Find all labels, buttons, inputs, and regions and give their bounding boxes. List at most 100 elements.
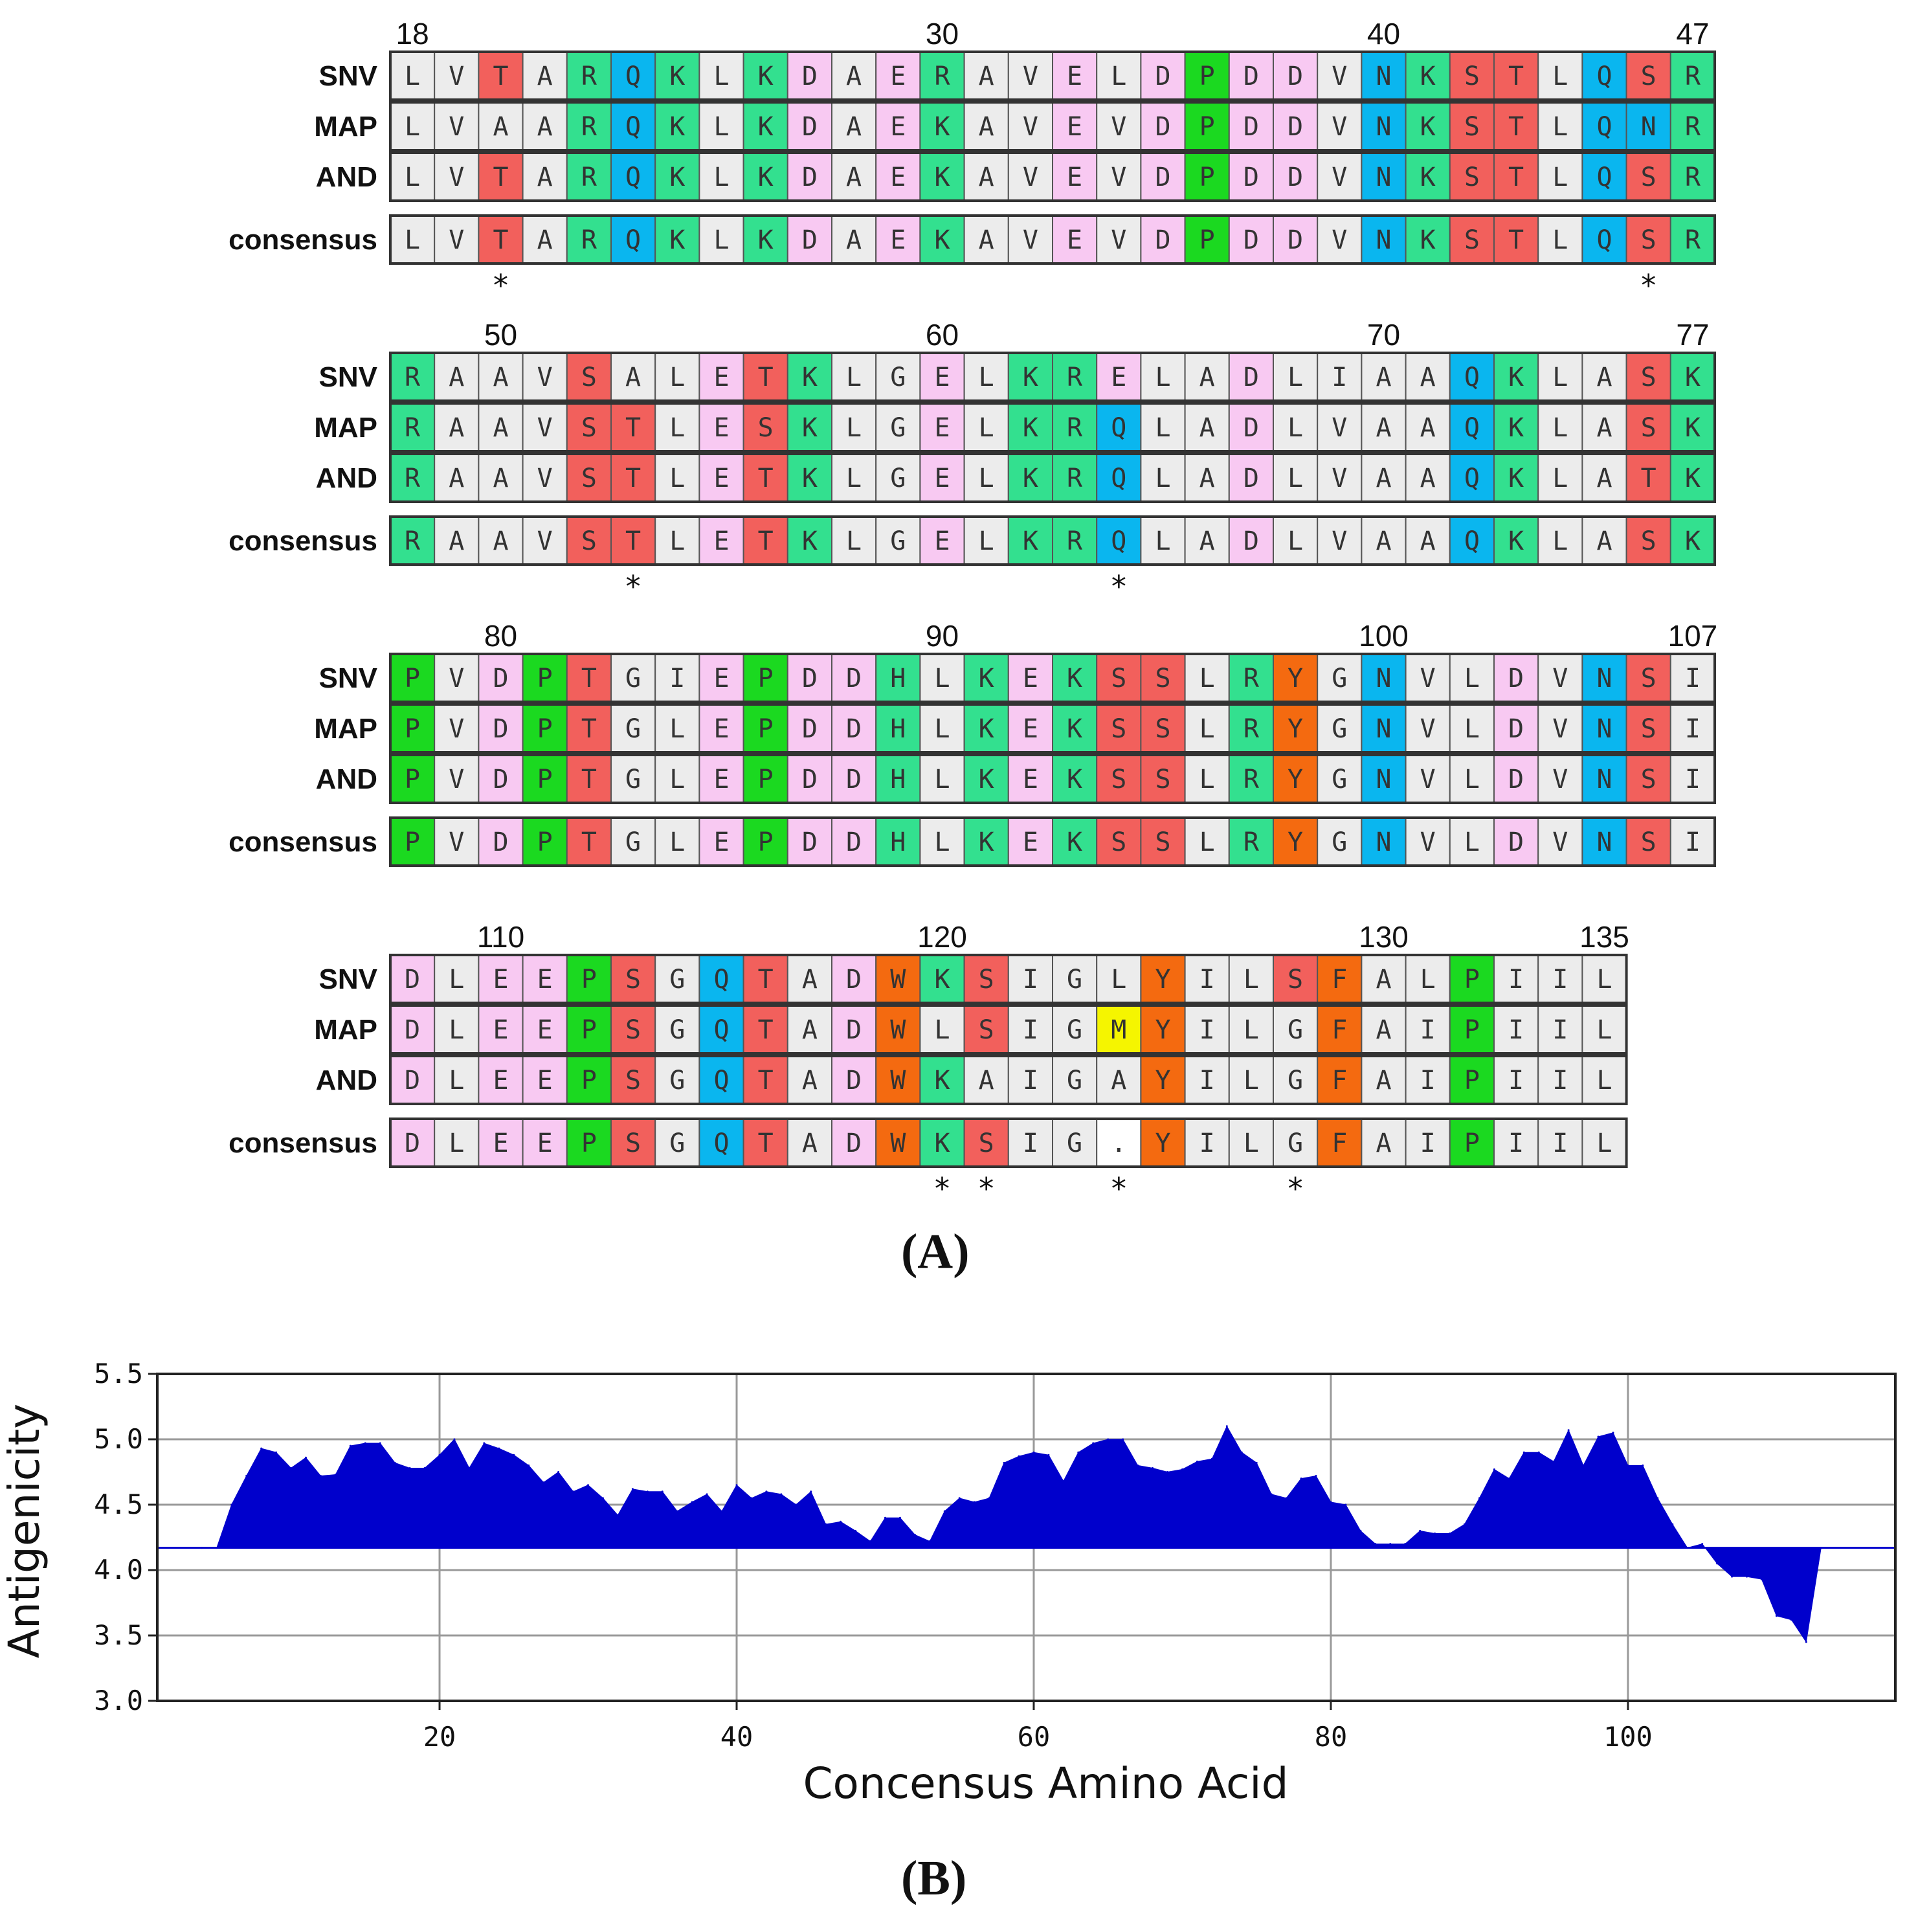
residue-letter: I bbox=[1685, 827, 1701, 857]
residue-cell bbox=[566, 215, 612, 264]
residue-cell bbox=[1228, 754, 1275, 803]
residue-cell bbox=[786, 817, 833, 866]
residue-cell bbox=[1581, 704, 1627, 753]
data-point bbox=[884, 1516, 886, 1519]
residue-cell bbox=[698, 704, 744, 753]
residue-letter: R bbox=[1685, 225, 1701, 255]
residue-letter: S bbox=[1641, 62, 1656, 91]
residue-letter: L bbox=[1199, 714, 1215, 744]
alignment-row-snv: SNV P V D P T G I E P D D H L K E K S S L R Y G N V L D V N S I bbox=[319, 653, 1716, 703]
residue-letter: A bbox=[537, 163, 553, 192]
residue-letter: P bbox=[537, 765, 553, 794]
residue-letter: V bbox=[537, 413, 553, 443]
row-label: MAP bbox=[314, 111, 377, 142]
difference-star: * bbox=[1110, 569, 1128, 604]
residue-letter: I bbox=[1420, 1015, 1436, 1045]
residue-letter: K bbox=[934, 112, 950, 142]
residue-letter: G bbox=[890, 363, 906, 392]
residue-letter: L bbox=[405, 62, 420, 91]
residue-cell bbox=[698, 51, 744, 100]
residue-letter: K bbox=[1420, 112, 1436, 142]
residue-letter: R bbox=[581, 163, 597, 192]
data-point bbox=[1047, 1454, 1050, 1456]
data-point bbox=[528, 1464, 530, 1466]
data-point bbox=[483, 1442, 485, 1444]
residue-letter: V bbox=[449, 112, 464, 142]
residue-letter: R bbox=[1243, 765, 1260, 794]
residue-letter: P bbox=[1199, 163, 1215, 192]
residue-cell bbox=[919, 215, 965, 264]
residue-letter: L bbox=[1596, 1015, 1612, 1045]
residue-cell bbox=[831, 1055, 877, 1105]
residue-cell bbox=[875, 653, 921, 702]
residue-letter: L bbox=[1464, 827, 1480, 857]
residue-letter: K bbox=[758, 163, 774, 192]
row-frame bbox=[389, 152, 1716, 202]
data-point bbox=[275, 1451, 278, 1454]
data-point bbox=[750, 1497, 753, 1500]
residue-cell bbox=[390, 653, 436, 702]
data-point bbox=[260, 1447, 263, 1450]
residue-letter: T bbox=[758, 1066, 774, 1095]
residue-cell bbox=[875, 51, 921, 100]
residue-letter: K bbox=[802, 413, 818, 443]
residue-cell bbox=[1581, 51, 1627, 100]
residue-letter: L bbox=[1155, 464, 1170, 493]
residue-letter: D bbox=[1243, 112, 1259, 142]
residue-cell bbox=[1007, 453, 1054, 502]
residue-letter: V bbox=[537, 464, 553, 493]
residue-letter: A bbox=[493, 526, 508, 556]
residue-cell bbox=[566, 516, 612, 565]
residue-cell bbox=[522, 453, 568, 502]
residue-letter: K bbox=[1685, 526, 1701, 556]
residue-letter: D bbox=[846, 664, 862, 693]
residue-letter: A bbox=[1376, 526, 1391, 556]
residue-letter: A bbox=[1420, 413, 1436, 443]
residue-letter: P bbox=[405, 664, 420, 693]
residue-letter: E bbox=[537, 1015, 553, 1045]
residue-letter: L bbox=[1288, 413, 1303, 443]
residue-letter: N bbox=[1376, 714, 1391, 744]
residue-letter: S bbox=[1155, 664, 1170, 693]
residue-letter: I bbox=[1508, 1015, 1524, 1045]
residue-cell bbox=[786, 754, 833, 803]
residue-letter: I bbox=[1508, 1129, 1524, 1158]
position-number: 18 bbox=[396, 17, 429, 51]
residue-letter: G bbox=[1067, 965, 1082, 994]
residue-letter: D bbox=[802, 62, 818, 91]
residue-letter: E bbox=[537, 1066, 553, 1095]
residue-letter: G bbox=[1067, 1015, 1082, 1045]
y-tick-label: 5.0 bbox=[94, 1423, 143, 1455]
residue-cell bbox=[831, 453, 877, 502]
residue-letter: P bbox=[581, 1015, 597, 1045]
alignment-row-and: AND R A A V S T L E T K L G E L K R Q L A D L V A A Q K L A T K bbox=[316, 453, 1716, 503]
residue-letter: L bbox=[1464, 765, 1480, 794]
residue-cell bbox=[1581, 1055, 1627, 1105]
residue-letter: H bbox=[890, 714, 906, 744]
residue-letter: D bbox=[1243, 225, 1259, 255]
residue-letter: I bbox=[1023, 1066, 1038, 1095]
residue-cell bbox=[1184, 51, 1230, 100]
y-tick-label: 5.5 bbox=[94, 1358, 143, 1389]
residue-cell bbox=[1007, 403, 1054, 452]
residue-letter: V bbox=[1552, 765, 1568, 794]
residue-letter: L bbox=[846, 413, 862, 443]
residue-letter: S bbox=[1641, 413, 1656, 443]
residue-letter: S bbox=[1155, 714, 1170, 744]
residue-cell bbox=[1669, 817, 1716, 866]
residue-letter: Q bbox=[713, 1066, 729, 1095]
residue-letter: D bbox=[802, 714, 818, 744]
residue-letter: K bbox=[802, 526, 818, 556]
residue-letter: L bbox=[934, 664, 950, 693]
residue-letter: P bbox=[581, 1129, 597, 1158]
residue-letter: E bbox=[934, 413, 950, 443]
residue-letter: R bbox=[1067, 526, 1083, 556]
data-point bbox=[1003, 1461, 1005, 1464]
row-frame bbox=[389, 453, 1716, 503]
residue-cell bbox=[566, 1118, 612, 1167]
residue-cell bbox=[742, 403, 788, 452]
residue-letter: L bbox=[979, 526, 994, 556]
residue-cell bbox=[1537, 51, 1583, 100]
residue-letter: I bbox=[1685, 714, 1701, 744]
